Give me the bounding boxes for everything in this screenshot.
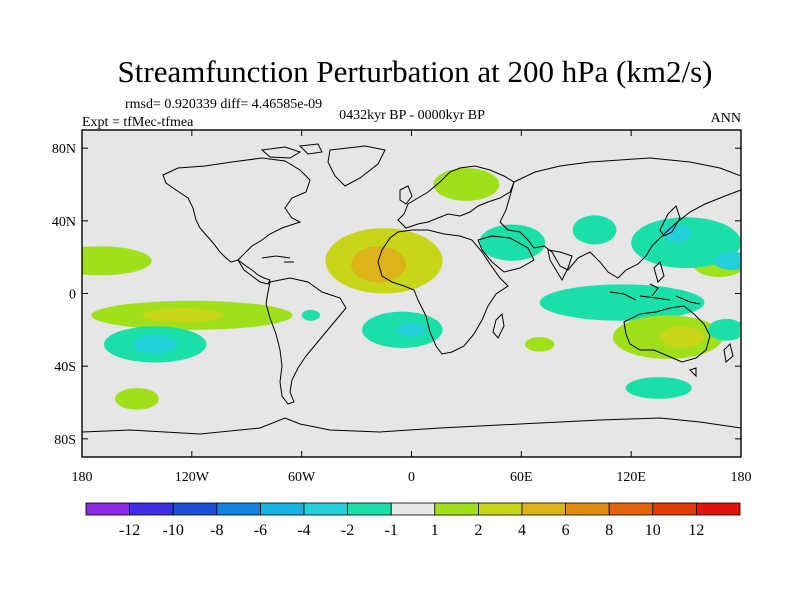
x-tick-label: 180 bbox=[731, 470, 752, 485]
colorbar-label: 8 bbox=[605, 522, 613, 539]
colorbar-swatch bbox=[434, 502, 479, 516]
contour-fields bbox=[82, 168, 741, 410]
x-tick-label: 180 bbox=[72, 470, 93, 485]
colorbar-swatch bbox=[129, 502, 174, 516]
coast-madagascar bbox=[492, 312, 505, 339]
period-text: 0432kyr BP - 0000kyr BP bbox=[339, 108, 485, 123]
coast-africa bbox=[377, 229, 509, 355]
colorbar-label: 1 bbox=[431, 522, 439, 539]
x-tick-label: 0 bbox=[408, 470, 415, 485]
coast-north-america bbox=[162, 157, 311, 263]
colorbar-label: 12 bbox=[688, 522, 704, 539]
coast-central-america bbox=[237, 259, 271, 285]
x-tick-label: 60W bbox=[288, 470, 316, 485]
coast-arctic-islands bbox=[260, 143, 323, 159]
axis-ticks: 180 120W 60W 0 60E 120E 180 80N 40N 0 40S 80S bbox=[52, 130, 752, 485]
coast-philippines bbox=[653, 261, 665, 283]
colorbar-label: 6 bbox=[562, 522, 570, 539]
y-tick-label: 40S bbox=[54, 360, 76, 375]
colorbar-swatch bbox=[565, 502, 610, 516]
contour-region bbox=[301, 309, 320, 321]
contour-region bbox=[433, 168, 500, 201]
contour-region bbox=[479, 224, 546, 261]
coast-india bbox=[547, 249, 573, 282]
colorbar: -12 -10 -8 -6 -4 -2 -1 1 2 4 6 8 10 12 bbox=[85, 502, 741, 539]
coast-south-america bbox=[265, 277, 347, 405]
contour-region bbox=[524, 337, 555, 352]
colorbar-label: -8 bbox=[210, 522, 223, 539]
colorbar-label: 2 bbox=[474, 522, 482, 539]
contour-region bbox=[572, 215, 617, 245]
colorbar-swatch bbox=[216, 502, 261, 516]
contour-region bbox=[114, 387, 159, 410]
map-panel: 180 120W 60W 0 60E 120E 180 80N 40N 0 40S 80S bbox=[52, 129, 752, 485]
colorbar-label: -10 bbox=[163, 522, 184, 539]
coast-japan bbox=[659, 205, 681, 237]
colorbar-swatch bbox=[652, 502, 697, 516]
y-tick-label: 0 bbox=[69, 288, 76, 303]
contour-region bbox=[142, 308, 223, 323]
coast-arabia bbox=[477, 235, 535, 273]
colorbar-swatch bbox=[172, 502, 218, 516]
chart-title: Streamfunction Perturbation at 200 hPa (… bbox=[118, 54, 713, 89]
coast-indonesia bbox=[609, 283, 701, 305]
colorbar-swatch bbox=[521, 502, 566, 516]
contour-region bbox=[625, 377, 692, 399]
contour-region bbox=[662, 224, 692, 243]
colorbar-swatch bbox=[477, 502, 523, 516]
y-tick-label: 80S bbox=[54, 433, 76, 448]
colorbar-swatch bbox=[696, 502, 741, 516]
colorbar-label: -6 bbox=[254, 522, 267, 539]
season-text: ANN bbox=[711, 111, 741, 126]
colorbar-label: -4 bbox=[297, 522, 310, 539]
colorbar-swatch bbox=[390, 502, 436, 516]
coast-caribbean bbox=[261, 255, 294, 263]
colorbar-swatch bbox=[608, 502, 654, 516]
contour-region bbox=[133, 335, 178, 354]
coast-europe bbox=[397, 165, 515, 229]
contour-region bbox=[82, 246, 152, 276]
contour-region bbox=[396, 322, 427, 338]
x-tick-label: 120E bbox=[616, 470, 646, 485]
colorbar-swatch bbox=[85, 502, 130, 516]
coast-greenland bbox=[327, 145, 386, 187]
coast-uk bbox=[399, 185, 413, 205]
contour-region bbox=[713, 251, 741, 270]
contour-region bbox=[708, 318, 741, 341]
colorbar-label: 10 bbox=[645, 522, 661, 539]
colorbar-label: -12 bbox=[119, 522, 140, 539]
experiment-text: Expt = tfMec-tfmea bbox=[82, 115, 194, 130]
contour-region bbox=[660, 326, 705, 348]
colorbar-swatch bbox=[259, 502, 305, 516]
contour-region bbox=[631, 217, 741, 269]
contour-region bbox=[539, 284, 705, 321]
x-tick-label: 60E bbox=[510, 470, 533, 485]
coastlines bbox=[82, 143, 741, 435]
coast-asia bbox=[499, 157, 741, 279]
colorbar-swatch bbox=[347, 502, 392, 516]
colorbar-swatch bbox=[303, 502, 348, 516]
y-tick-label: 40N bbox=[52, 215, 76, 230]
stats-text: rmsd= 0.920339 diff= 4.46585e-09 bbox=[125, 97, 322, 112]
colorbar-label: 4 bbox=[518, 522, 526, 539]
x-tick-label: 120W bbox=[175, 470, 210, 485]
colorbar-label: -2 bbox=[341, 522, 354, 539]
y-tick-label: 80N bbox=[52, 142, 76, 157]
coast-australia bbox=[623, 305, 711, 363]
coast-new-zealand bbox=[689, 343, 734, 378]
colorbar-label: -1 bbox=[385, 522, 398, 539]
coast-antarctica bbox=[82, 417, 741, 435]
